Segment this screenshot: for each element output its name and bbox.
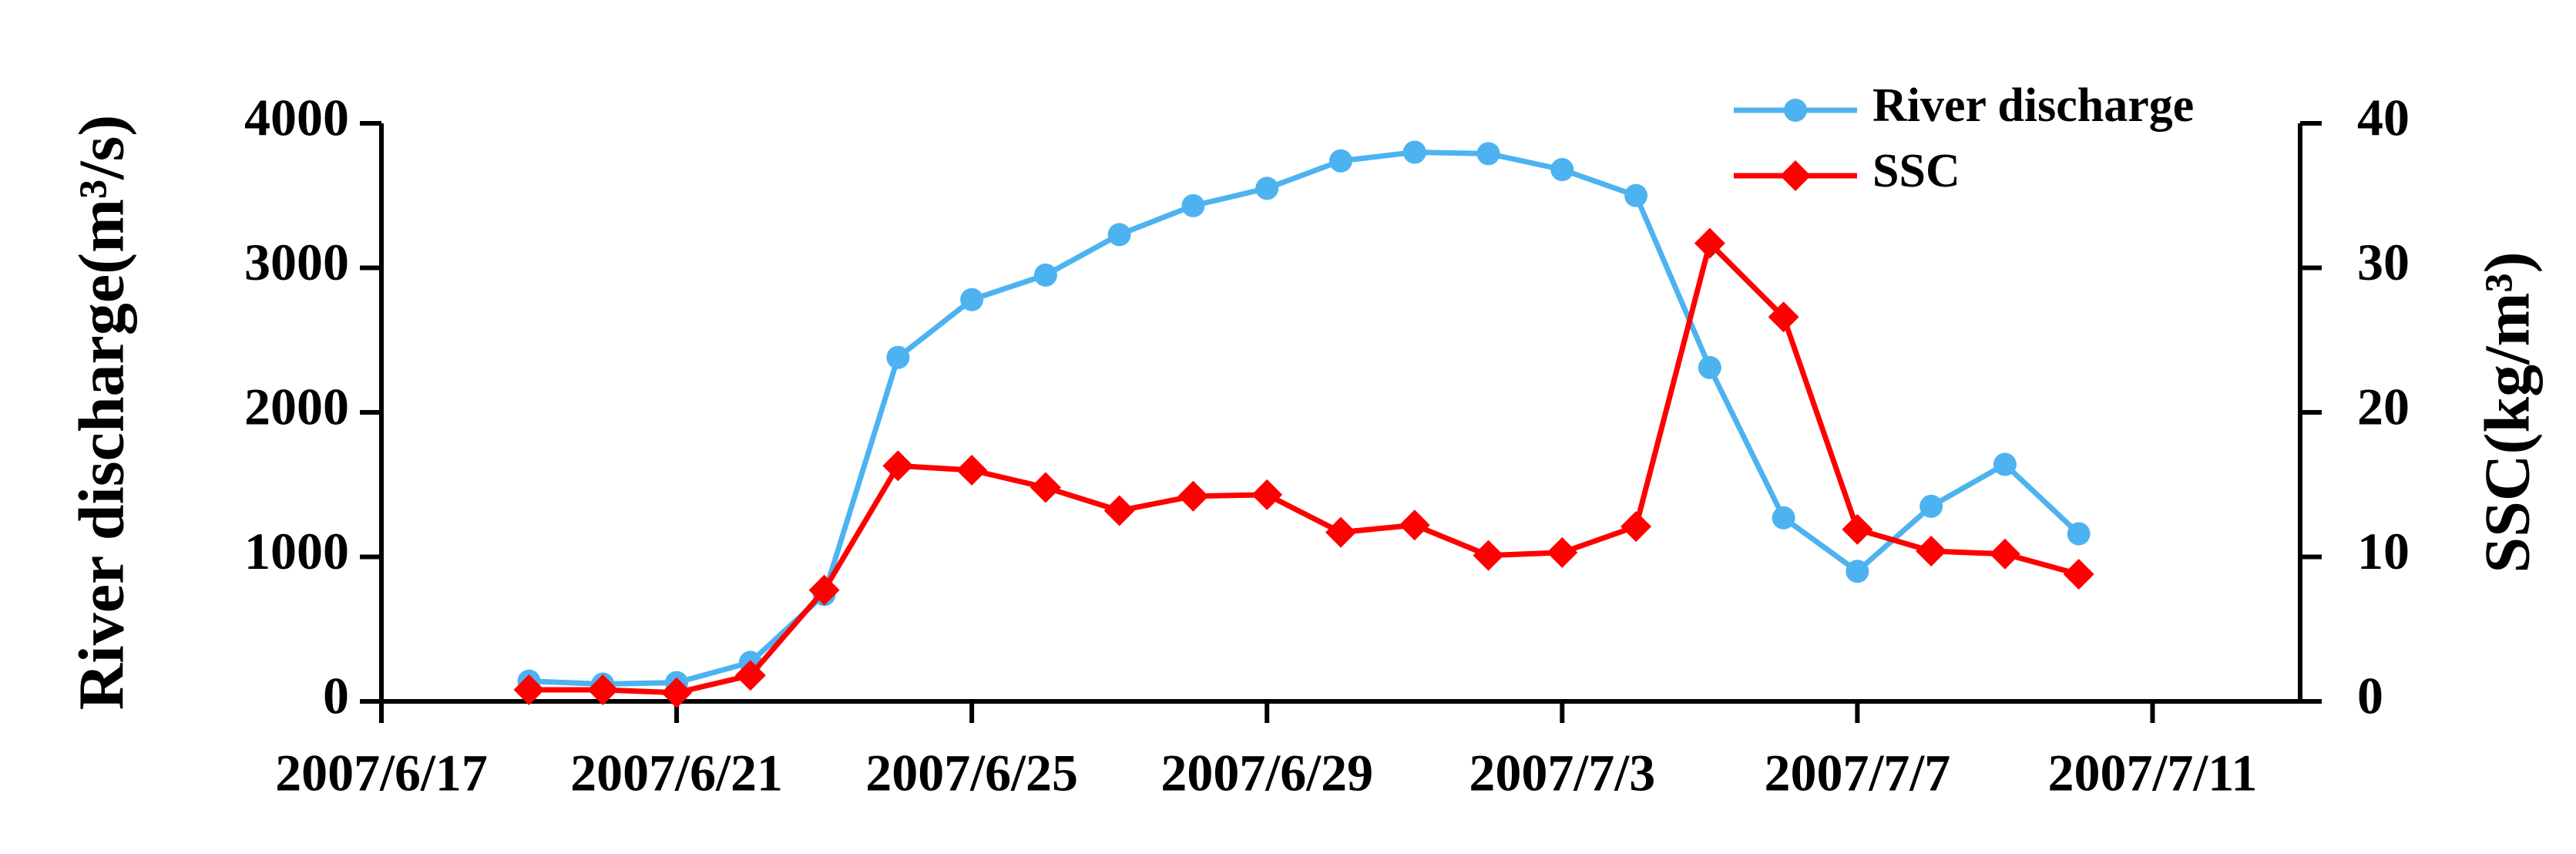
marker <box>1329 149 1352 173</box>
marker <box>1694 227 1725 259</box>
marker <box>1029 472 1061 503</box>
x-tick-label: 2007/6/29 <box>1160 744 1373 802</box>
y-axis-label: River discharge(m³/s) <box>65 115 137 711</box>
marker <box>1846 560 1869 583</box>
marker <box>587 674 619 705</box>
x-tick-label: 2007/6/17 <box>275 744 488 802</box>
marker <box>1103 495 1135 526</box>
marker <box>734 660 766 691</box>
marker <box>1181 193 1205 217</box>
marker <box>1473 540 1504 571</box>
marker <box>1916 536 1947 567</box>
marker <box>1624 183 1648 207</box>
x-tick-label: 2007/7/11 <box>2047 744 2257 802</box>
marker <box>1989 538 2020 570</box>
marker <box>1768 301 1799 333</box>
y2-axis-label: SSC(kg/m³) <box>2471 251 2543 573</box>
legend-label: River discharge <box>1872 79 2194 132</box>
marker <box>960 287 984 311</box>
marker <box>661 677 693 708</box>
y2-tick-label: 40 <box>2357 89 2410 147</box>
y-tick-label: 1000 <box>244 522 349 580</box>
marker <box>1550 158 1574 181</box>
marker <box>1547 536 1578 568</box>
y2-tick-label: 30 <box>2357 233 2410 291</box>
marker <box>1620 511 1652 543</box>
legend-label: SSC <box>1872 145 1960 197</box>
x-tick-label: 2007/6/21 <box>570 744 783 802</box>
marker <box>1107 223 1131 247</box>
marker <box>808 574 840 606</box>
y2-tick-label: 10 <box>2357 522 2410 580</box>
legend-marker <box>1780 160 1811 191</box>
marker <box>1698 355 1721 379</box>
marker <box>1919 494 1943 518</box>
x-tick-label: 2007/7/3 <box>1469 744 1655 802</box>
x-tick-label: 2007/7/7 <box>1764 744 1950 802</box>
marker <box>1402 140 1426 164</box>
marker <box>886 345 910 369</box>
marker <box>513 674 545 705</box>
marker <box>1255 177 1279 200</box>
series-line <box>529 150 2081 687</box>
marker <box>1476 142 1500 166</box>
marker <box>1399 509 1430 541</box>
y2-tick-label: 20 <box>2357 378 2410 436</box>
y-tick-label: 2000 <box>244 378 349 436</box>
y-tick-label: 3000 <box>244 233 349 291</box>
x-tick-label: 2007/6/25 <box>865 744 1078 802</box>
legend-marker <box>1784 99 1807 122</box>
marker <box>1325 516 1356 548</box>
marker <box>1842 513 1873 545</box>
marker <box>1772 506 1795 530</box>
marker <box>1177 480 1209 512</box>
marker <box>2067 522 2091 546</box>
series-line <box>529 240 2080 696</box>
marker <box>1033 263 1057 287</box>
marker <box>1993 452 2017 476</box>
y-tick-label: 4000 <box>244 89 349 147</box>
y2-tick-label: 0 <box>2357 667 2383 725</box>
marker <box>1251 479 1283 510</box>
marker <box>882 450 914 482</box>
y-tick-label: 0 <box>323 667 349 725</box>
marker <box>2063 559 2094 590</box>
marker <box>956 455 988 486</box>
